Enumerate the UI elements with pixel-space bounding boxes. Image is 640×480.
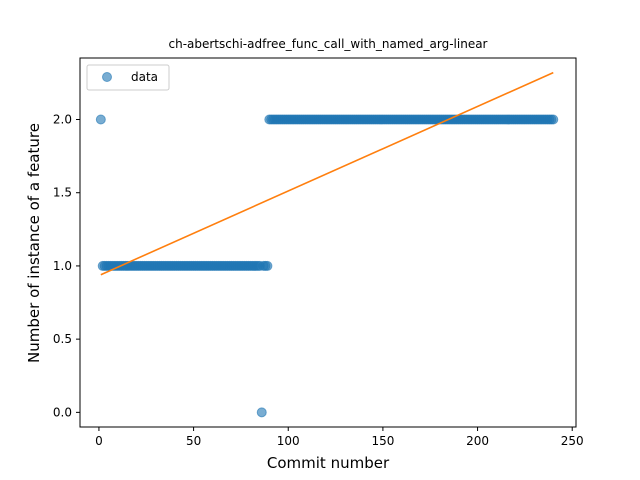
plot-frame — [79, 57, 577, 428]
x-tick-label: 150 — [371, 434, 394, 448]
data-point — [95, 114, 106, 125]
data-point — [256, 407, 267, 418]
data-point — [548, 114, 559, 125]
x-tick-label: 200 — [466, 434, 489, 448]
y-tick-label: 1.5 — [53, 186, 72, 200]
x-tick-label: 0 — [95, 434, 103, 448]
x-tick-label: 250 — [561, 434, 584, 448]
legend-marker-data — [102, 72, 112, 82]
x-axis-title: Commit number — [267, 454, 390, 472]
series-line — [100, 71, 554, 276]
y-tick-label: 0.0 — [53, 405, 72, 419]
data-point — [262, 260, 273, 271]
legend-box — [86, 64, 170, 91]
y-tick-label: 0.5 — [53, 332, 72, 346]
plot-area — [95, 71, 559, 418]
legend-label-data: data — [131, 70, 158, 84]
y-tick-label: 2.0 — [53, 113, 72, 127]
x-tick-label: 100 — [277, 434, 300, 448]
y-tick-label: 1.0 — [53, 259, 72, 273]
x-tick-label: 50 — [186, 434, 201, 448]
chart-title: ch-abertschi-adfree_func_call_with_named… — [168, 37, 487, 51]
y-axis-title: Number of instance of a feature — [25, 123, 43, 363]
axis-ticks: 0 50 100 150 200 250 0.0 0.5 1.0 1.5 2.0 — [53, 113, 584, 449]
legend: data — [86, 64, 170, 91]
